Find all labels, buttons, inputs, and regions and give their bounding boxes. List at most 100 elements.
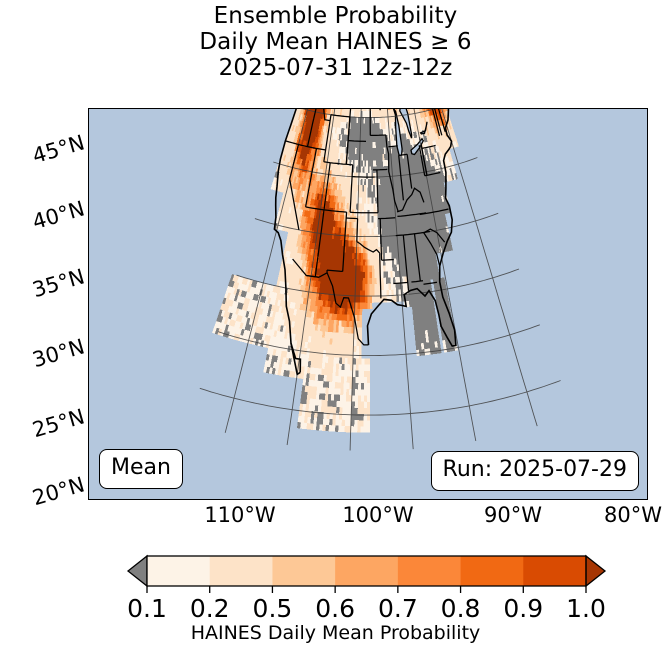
probability-cell bbox=[423, 110, 427, 118]
probability-cell bbox=[441, 189, 445, 196]
probability-cell bbox=[294, 125, 298, 132]
probability-cell bbox=[402, 226, 405, 234]
probability-cell bbox=[290, 283, 294, 290]
probability-cell bbox=[301, 304, 306, 311]
probability-cell bbox=[417, 312, 421, 319]
probability-cell bbox=[410, 244, 413, 251]
probability-cell bbox=[327, 325, 331, 333]
probability-cell bbox=[357, 315, 360, 322]
probability-cell bbox=[362, 296, 365, 303]
probability-cell bbox=[308, 109, 310, 110]
probability-cell bbox=[393, 134, 396, 141]
probability-cell bbox=[367, 265, 370, 272]
probability-cell bbox=[334, 146, 337, 153]
probability-cell bbox=[328, 269, 331, 277]
probability-cell bbox=[392, 159, 395, 166]
probability-cell bbox=[358, 253, 361, 260]
map-plot-area[interactable]: Mean Run: 2025-07-29 bbox=[88, 108, 648, 500]
probability-cell bbox=[327, 113, 331, 121]
probability-cell bbox=[334, 388, 338, 395]
probability-cell bbox=[317, 156, 321, 163]
probability-cell bbox=[360, 259, 364, 266]
probability-cell bbox=[362, 110, 364, 118]
probability-cell bbox=[273, 317, 278, 325]
probability-cell bbox=[369, 271, 372, 278]
probability-cell bbox=[338, 289, 342, 296]
probability-cell bbox=[304, 323, 308, 330]
probability-cell bbox=[278, 204, 283, 212]
probability-cell bbox=[296, 321, 301, 329]
probability-cell bbox=[311, 330, 315, 337]
probability-cell bbox=[436, 113, 440, 121]
probability-cell bbox=[275, 349, 280, 357]
probability-cell bbox=[281, 268, 285, 276]
probability-cell bbox=[418, 162, 421, 169]
probability-cell bbox=[362, 166, 365, 173]
probability-cell bbox=[395, 190, 398, 197]
probability-cell bbox=[449, 244, 453, 251]
probability-cell bbox=[353, 147, 356, 154]
probability-cell bbox=[422, 117, 426, 124]
probability-cell bbox=[343, 215, 346, 222]
probability-cell bbox=[256, 320, 261, 327]
probability-cell bbox=[409, 157, 412, 164]
probability-cell bbox=[229, 326, 235, 333]
probability-cell bbox=[396, 264, 400, 271]
probability-cell bbox=[390, 227, 393, 235]
probability-cell bbox=[408, 244, 411, 252]
probability-cell bbox=[348, 153, 351, 160]
probability-cell bbox=[302, 241, 306, 248]
probability-cell bbox=[323, 213, 327, 220]
probability-cell bbox=[251, 306, 256, 313]
probability-cell bbox=[448, 123, 452, 130]
probability-cell bbox=[288, 130, 292, 137]
probability-cell bbox=[367, 191, 370, 198]
probability-cell bbox=[426, 192, 430, 199]
probability-cell bbox=[374, 109, 377, 111]
probability-cell bbox=[418, 299, 422, 307]
probability-cell bbox=[412, 194, 415, 201]
probability-cell bbox=[421, 205, 425, 212]
probability-cell bbox=[420, 224, 424, 231]
probability-cell bbox=[376, 253, 379, 260]
probability-cell bbox=[369, 302, 373, 309]
probability-cell bbox=[335, 220, 338, 228]
probability-cell bbox=[244, 278, 249, 286]
probability-cell bbox=[309, 192, 313, 199]
probability-cell bbox=[284, 206, 288, 213]
probability-cell bbox=[281, 186, 285, 193]
probability-cell bbox=[354, 395, 358, 402]
probability-cell bbox=[386, 246, 390, 253]
probability-cell bbox=[284, 363, 288, 371]
probability-cell bbox=[381, 178, 384, 185]
probability-cell bbox=[310, 148, 314, 155]
probability-cell bbox=[367, 364, 370, 371]
probability-cell bbox=[338, 146, 342, 153]
probability-cell bbox=[262, 328, 267, 335]
probability-cell bbox=[415, 293, 419, 301]
probability-cell bbox=[312, 109, 315, 111]
probability-cell bbox=[418, 224, 422, 232]
probability-cell bbox=[297, 259, 301, 266]
probability-cell bbox=[374, 148, 376, 155]
probability-cell bbox=[307, 267, 311, 274]
probability-cell bbox=[330, 357, 334, 364]
probability-cell bbox=[304, 360, 309, 368]
probability-cell bbox=[287, 155, 292, 163]
probability-cell bbox=[342, 308, 345, 315]
probability-cell bbox=[356, 321, 360, 328]
probability-cell bbox=[373, 117, 376, 124]
probability-cell bbox=[342, 270, 345, 278]
probability-cell bbox=[277, 185, 282, 192]
probability-cell bbox=[337, 133, 340, 141]
probability-cell bbox=[436, 334, 440, 342]
probability-cell bbox=[361, 370, 365, 377]
probability-cell bbox=[304, 159, 308, 167]
probability-cell bbox=[288, 245, 292, 252]
probability-cell bbox=[401, 239, 404, 246]
lat-tick-label: 40°N bbox=[29, 196, 88, 235]
probability-cell bbox=[377, 116, 380, 124]
probability-cell bbox=[310, 154, 314, 162]
probability-cell bbox=[355, 376, 359, 384]
probability-cell bbox=[323, 288, 327, 295]
